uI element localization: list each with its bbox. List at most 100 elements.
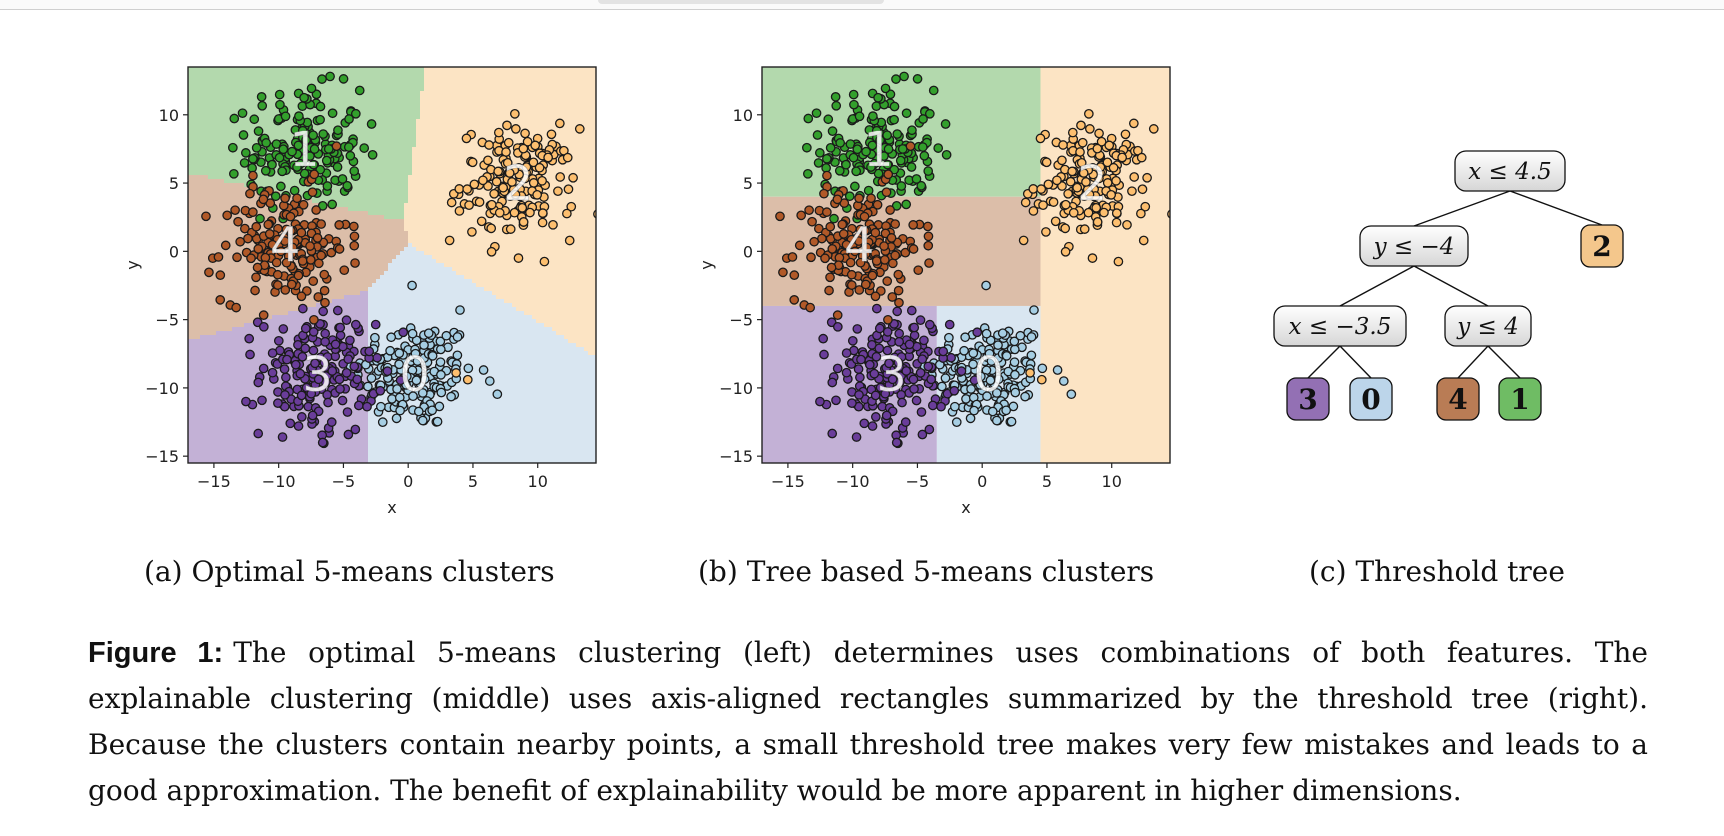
data-point-cluster-1	[928, 85, 939, 96]
data-point-cluster-2	[553, 186, 563, 197]
data-point-cluster-3	[864, 359, 875, 370]
data-point-cluster-3	[362, 401, 372, 412]
data-point-cluster-2	[1117, 152, 1127, 163]
data-point-cluster-3	[335, 322, 346, 333]
data-point-cluster-2	[1041, 227, 1051, 237]
data-point-cluster-1	[901, 199, 912, 210]
data-point-cluster-3	[893, 357, 904, 368]
data-point-cluster-3	[297, 303, 308, 314]
data-point-cluster-4	[263, 219, 274, 230]
data-point-cluster-4	[309, 169, 320, 180]
data-point-cluster-4	[258, 194, 269, 205]
y-tick-label: −10	[145, 379, 179, 398]
data-point-cluster-4	[258, 310, 269, 321]
data-point-cluster-2	[1079, 224, 1090, 234]
data-point-cluster-4	[349, 240, 360, 251]
data-point-cluster-4	[296, 227, 307, 238]
data-point-cluster-0	[1026, 332, 1037, 342]
data-point-cluster-4	[308, 276, 319, 287]
data-point-cluster-4	[311, 205, 321, 215]
data-point-cluster-1	[933, 143, 944, 153]
data-point-cluster-4	[286, 226, 296, 236]
data-point-cluster-0	[410, 348, 421, 359]
data-point-cluster-4	[316, 219, 327, 229]
data-point-cluster-4	[305, 241, 315, 251]
data-point-cluster-2	[1092, 143, 1103, 154]
data-point-cluster-1	[889, 101, 900, 112]
tree-node-label: x ≤ −3.5	[1289, 314, 1392, 340]
data-point-cluster-1	[841, 159, 851, 170]
data-point-cluster-4	[861, 242, 872, 253]
data-point-cluster-2	[1043, 179, 1054, 190]
data-point-cluster-3	[911, 395, 922, 406]
data-point-cluster-3	[880, 388, 891, 399]
tree-leaf-0: 0	[1349, 377, 1393, 421]
data-point-cluster-3	[926, 374, 937, 385]
data-point-cluster-4	[775, 211, 785, 222]
data-point-cluster-2	[1127, 186, 1137, 197]
figure-caption: Figure 1: The optimal 5-means clustering …	[88, 630, 1648, 814]
data-point-cluster-1	[322, 181, 333, 191]
data-point-cluster-2	[522, 136, 533, 147]
data-point-cluster-0	[370, 332, 380, 343]
data-point-cluster-4	[859, 211, 870, 222]
data-point-cluster-4	[231, 302, 242, 313]
data-point-cluster-4	[866, 193, 876, 204]
data-point-cluster-0	[987, 406, 998, 417]
data-point-cluster-3	[395, 375, 406, 386]
tree-leaf-label: 3	[1298, 383, 1317, 416]
data-point-cluster-3	[273, 398, 283, 409]
data-point-cluster-1	[867, 140, 878, 151]
data-point-cluster-2	[1120, 129, 1131, 140]
data-point-cluster-3	[342, 407, 353, 417]
data-point-cluster-3	[851, 432, 862, 442]
data-point-cluster-1	[354, 85, 365, 96]
data-point-cluster-1	[868, 111, 878, 121]
data-point-cluster-4	[879, 241, 889, 251]
data-point-cluster-2	[469, 179, 480, 190]
data-point-cluster-2	[451, 368, 461, 378]
data-point-cluster-2	[1058, 140, 1068, 150]
data-point-cluster-2	[1083, 108, 1094, 119]
data-point-cluster-1	[345, 150, 356, 161]
data-point-cluster-0	[966, 384, 976, 394]
data-point-cluster-4	[232, 252, 242, 263]
data-point-cluster-4	[251, 272, 261, 283]
data-point-cluster-1	[238, 130, 249, 140]
data-point-cluster-0	[392, 384, 402, 394]
data-point-cluster-3	[901, 366, 912, 376]
data-point-cluster-2	[1050, 216, 1061, 227]
data-point-cluster-1	[852, 144, 863, 155]
data-point-cluster-3	[923, 361, 934, 372]
x-axis-label: x	[961, 498, 970, 517]
data-point-cluster-3	[891, 437, 902, 448]
data-point-cluster-4	[276, 246, 286, 257]
data-point-cluster-2	[509, 207, 520, 218]
data-point-cluster-3	[313, 374, 324, 385]
data-point-cluster-2	[483, 155, 493, 166]
data-point-cluster-4	[789, 295, 800, 305]
data-point-cluster-3	[870, 390, 881, 401]
data-point-cluster-4	[213, 252, 224, 262]
y-tick-label: 5	[169, 174, 179, 193]
y-tick-label: −10	[719, 379, 753, 398]
data-point-cluster-1	[350, 108, 361, 119]
data-point-cluster-1	[343, 142, 354, 152]
data-point-cluster-2	[1095, 162, 1106, 172]
data-point-cluster-2	[1018, 235, 1029, 246]
data-point-cluster-2	[509, 108, 520, 119]
data-point-cluster-0	[993, 374, 1004, 385]
data-point-cluster-0	[950, 401, 960, 412]
x-tick-label: −5	[906, 472, 930, 491]
data-point-cluster-1	[940, 119, 951, 129]
data-point-cluster-1	[240, 148, 251, 158]
data-point-cluster-3	[831, 395, 841, 406]
data-point-cluster-1	[292, 162, 302, 172]
data-point-cluster-2	[1108, 162, 1119, 173]
data-point-cluster-1	[830, 92, 841, 102]
data-point-cluster-4	[319, 269, 330, 280]
data-point-cluster-3	[300, 323, 311, 334]
data-point-cluster-2	[1148, 124, 1159, 134]
data-point-cluster-3	[296, 390, 307, 401]
data-point-cluster-1	[237, 108, 248, 119]
